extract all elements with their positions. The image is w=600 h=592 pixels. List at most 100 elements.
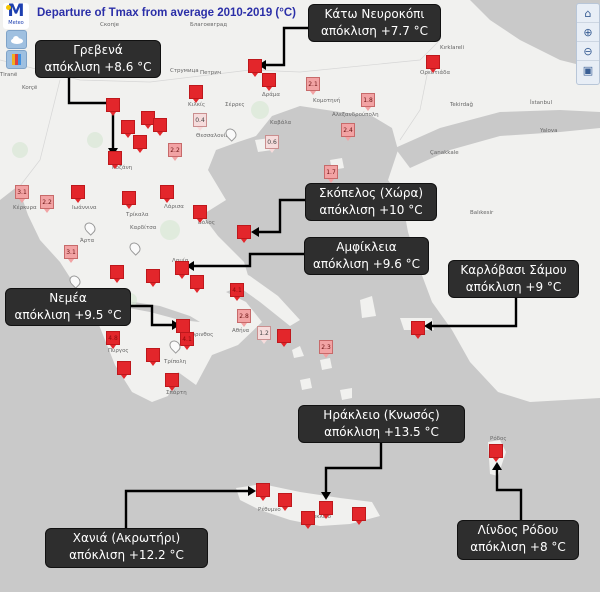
station-marker[interactable]: 0.4 <box>193 113 207 127</box>
station-marker[interactable]: 2.3 <box>319 340 333 354</box>
marker-pointer <box>137 149 143 153</box>
callout-grevena: Γρεβενά απόκλιση +8.6 °C <box>35 40 161 78</box>
weather-cloud-button[interactable] <box>6 30 27 49</box>
place-label: Τρίκαλα <box>126 212 149 218</box>
station-marker[interactable] <box>71 185 85 199</box>
station-marker[interactable] <box>411 321 425 335</box>
cyclades <box>292 346 352 400</box>
euboea <box>222 262 300 326</box>
marker-pointer <box>197 127 203 131</box>
station-marker[interactable] <box>146 269 160 283</box>
crete <box>236 484 380 526</box>
station-marker[interactable] <box>301 511 315 525</box>
marker-pointer <box>415 335 421 339</box>
callout-station: Ηράκλειο (Κνωσός) <box>323 408 440 422</box>
place-label: Kırklareli <box>440 45 465 51</box>
station-marker[interactable] <box>121 120 135 134</box>
station-marker[interactable] <box>175 261 189 275</box>
station-marker[interactable] <box>165 373 179 387</box>
station-marker[interactable]: 4.1 <box>230 283 244 297</box>
marker-pointer <box>121 375 127 379</box>
station-marker[interactable] <box>319 501 333 515</box>
station-marker[interactable]: 4.1 <box>180 332 194 346</box>
place-label: Yalova <box>540 128 558 134</box>
place-label: Σπάρτη <box>166 390 187 396</box>
station-marker[interactable] <box>256 483 270 497</box>
marker-pointer <box>184 346 190 350</box>
station-marker[interactable]: 1.7 <box>324 165 338 179</box>
color-scale-button[interactable] <box>6 50 27 69</box>
station-marker[interactable]: 1.2 <box>257 326 271 340</box>
marker-pointer <box>126 205 132 209</box>
station-marker[interactable] <box>106 98 120 112</box>
station-marker[interactable]: 4.8 <box>106 331 120 345</box>
callout-value: απόκλιση +12.2 °C <box>69 548 184 562</box>
logo-mark: M <box>7 1 25 21</box>
station-marker[interactable]: 0.6 <box>265 135 279 149</box>
station-marker[interactable] <box>190 275 204 289</box>
meteo-logo[interactable]: M Meteo <box>3 3 29 29</box>
marker-pointer <box>241 239 247 243</box>
marker-pointer <box>169 387 175 391</box>
station-marker[interactable] <box>248 59 262 73</box>
callout-station: Αμφίκλεια <box>336 240 397 254</box>
station-marker[interactable]: 3.1 <box>15 185 29 199</box>
marker-pointer <box>323 354 329 358</box>
station-marker[interactable] <box>122 191 136 205</box>
home-button[interactable]: ⌂ <box>577 4 599 23</box>
marker-pointer <box>150 283 156 287</box>
color-scale-icon <box>12 54 21 65</box>
place-label: Αθήνα <box>232 328 250 334</box>
station-marker[interactable] <box>133 135 147 149</box>
station-marker[interactable] <box>117 361 131 375</box>
marker-pointer <box>150 362 156 366</box>
place-label: Κόρινθος <box>188 332 214 338</box>
place-label: Струмица <box>170 68 199 74</box>
place-label: Ηράκλειο <box>305 514 331 520</box>
station-marker[interactable]: 2.1 <box>306 77 320 91</box>
place-label: Κέρκυρα <box>13 205 37 211</box>
place-label: Ρόδος <box>490 436 507 442</box>
place-label: Κοζάνη <box>112 165 133 171</box>
station-marker[interactable]: 2.4 <box>341 123 355 137</box>
marker-pointer <box>310 91 316 95</box>
station-marker[interactable] <box>160 185 174 199</box>
callout-station: Νεμέα <box>49 291 87 305</box>
station-marker[interactable]: 2.2 <box>168 143 182 157</box>
station-marker[interactable] <box>176 319 190 333</box>
station-marker[interactable] <box>146 348 160 362</box>
marker-pointer <box>112 165 118 169</box>
station-marker[interactable]: 2.2 <box>40 195 54 209</box>
place-label: Κιλκίς <box>188 102 206 108</box>
marker-pointer <box>179 275 185 279</box>
station-marker[interactable] <box>193 205 207 219</box>
station-marker[interactable]: 2.8 <box>237 309 251 323</box>
callout-station: Λίνδος Ρόδου <box>477 523 559 537</box>
station-marker[interactable] <box>262 73 276 87</box>
marker-pointer <box>197 219 203 223</box>
station-marker[interactable] <box>278 493 292 507</box>
marker-pointer <box>172 157 178 161</box>
zoom-extent-button[interactable]: ▣ <box>577 61 599 80</box>
callout-value: απόκλιση +9.6 °C <box>312 257 421 271</box>
station-marker[interactable]: 1.8 <box>361 93 375 107</box>
station-marker[interactable] <box>237 225 251 239</box>
station-marker[interactable] <box>277 329 291 343</box>
place-label: Θεσσαλονίκη <box>196 133 233 139</box>
place-label: Çanakkale <box>430 150 459 156</box>
station-marker[interactable] <box>153 118 167 132</box>
marker-pointer <box>356 521 362 525</box>
place-label: Ιωάννινα <box>72 205 97 211</box>
zoom-in-button[interactable]: ⊕ <box>577 23 599 42</box>
marker-pointer <box>281 343 287 347</box>
station-marker[interactable] <box>489 444 503 458</box>
station-marker[interactable] <box>352 507 366 521</box>
station-marker[interactable] <box>426 55 440 69</box>
station-marker[interactable]: 3.1 <box>64 245 78 259</box>
zoom-out-button[interactable]: ⊖ <box>577 42 599 61</box>
station-marker[interactable] <box>110 265 124 279</box>
place-label: Άρτα <box>80 238 95 244</box>
station-marker[interactable] <box>108 151 122 165</box>
callout-heraklion: Ηράκλειο (Κνωσός) απόκλιση +13.5 °C <box>298 405 465 443</box>
station-marker[interactable] <box>189 85 203 99</box>
